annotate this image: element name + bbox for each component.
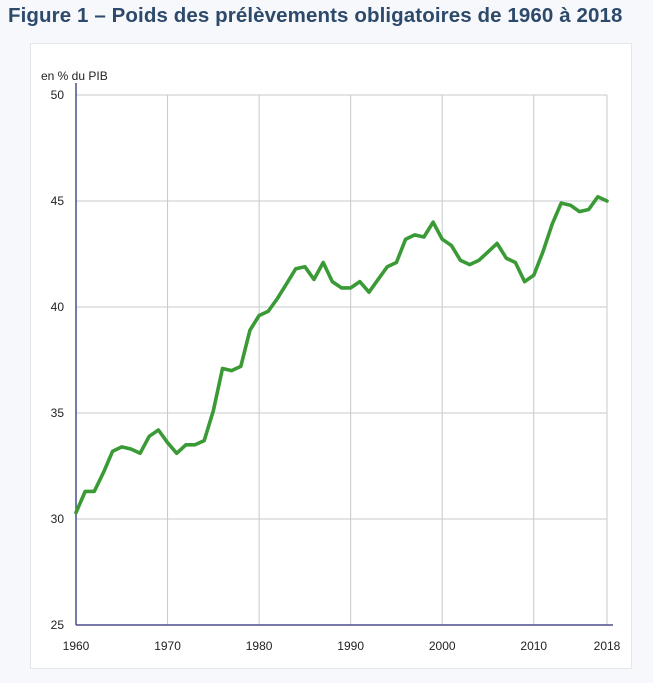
series-line xyxy=(74,195,609,515)
x-tick-label: 2010 xyxy=(520,639,547,653)
x-tick-label: 1980 xyxy=(246,639,273,653)
tick-labels: 25 30 35 40 45 50 1960 1970 1980 1990 2000 2010 2018 xyxy=(51,88,621,653)
x-tick-label: 1970 xyxy=(154,639,181,653)
y-tick-label: 25 xyxy=(51,618,65,632)
figure-title: Figure 1 – Poids des prélèvements obliga… xyxy=(8,4,623,27)
y-tick-label: 30 xyxy=(51,512,65,526)
x-tick-label: 1990 xyxy=(337,639,364,653)
grid xyxy=(76,94,608,625)
y-axis-title: en % du PIB xyxy=(41,69,108,83)
chart-card: 25 30 35 40 45 50 1960 1970 1980 1990 2000 2010 2018… xyxy=(30,43,632,669)
x-tick-label: 2000 xyxy=(429,639,456,653)
series xyxy=(74,195,609,515)
y-tick-label: 40 xyxy=(51,300,65,314)
y-tick-label: 35 xyxy=(51,406,65,420)
cropped-footer xyxy=(0,672,653,682)
x-tick-label: 1960 xyxy=(63,639,90,653)
y-tick-label: 50 xyxy=(51,88,65,102)
y-tick-label: 45 xyxy=(51,194,65,208)
axes xyxy=(75,83,613,626)
x-tick-label: 2018 xyxy=(594,639,621,653)
